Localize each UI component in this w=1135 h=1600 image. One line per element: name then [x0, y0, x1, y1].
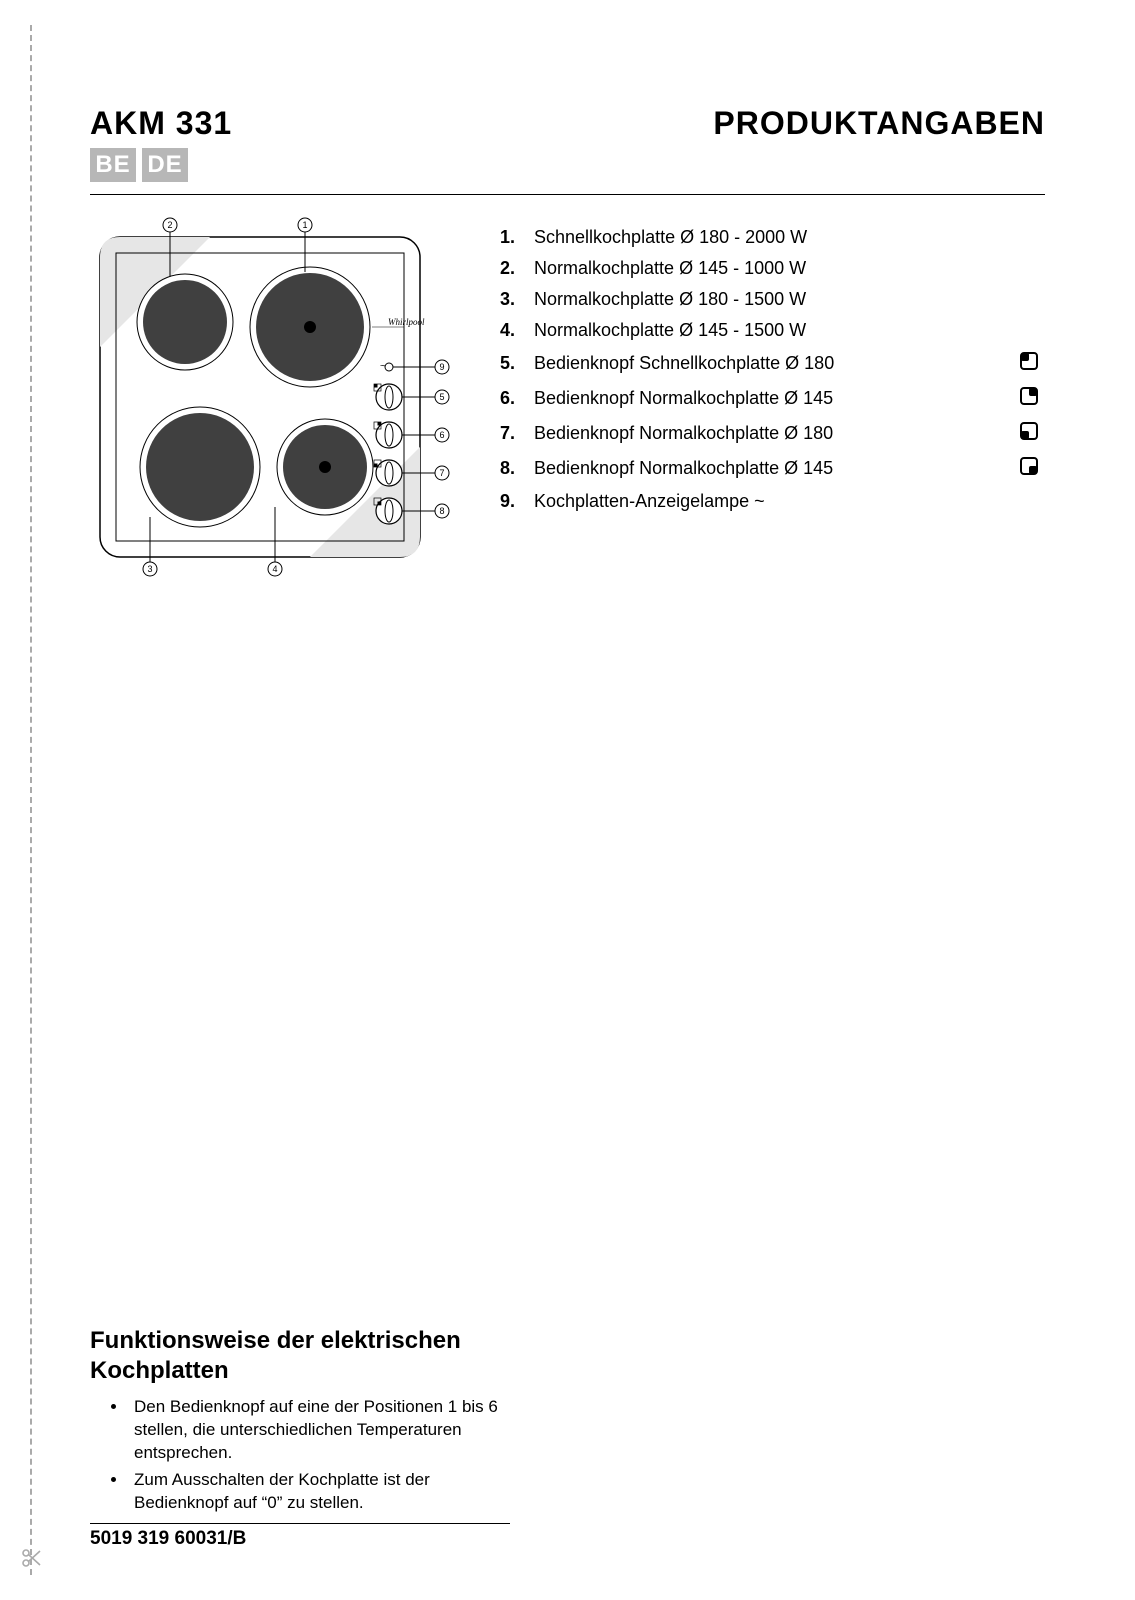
svg-text:5: 5 — [439, 392, 444, 402]
diagram-column: Whirlpool ~ — [90, 217, 460, 577]
bottom-section: Funktionsweise der elektrischen Kochplat… — [90, 1326, 510, 1550]
svg-text:3: 3 — [147, 564, 152, 574]
svg-text:6: 6 — [439, 430, 444, 440]
legend-row: 8. Bedienknopf Normalkochplatte Ø 145 — [500, 456, 1045, 481]
legend-row: 7. Bedienknopf Normalkochplatte Ø 180 — [500, 421, 1045, 446]
page-title: PRODUKTANGABEN — [713, 105, 1045, 142]
legend-text: Bedienknopf Schnellkochplatte Ø 180 — [534, 353, 1009, 374]
pos-icon-bl — [1019, 421, 1045, 446]
bullet-item: Den Bedienknopf auf eine der Positionen … — [128, 1396, 510, 1465]
legend-row: 5. Bedienknopf Schnellkochplatte Ø 180 — [500, 351, 1045, 376]
legend-text: Bedienknopf Normalkochplatte Ø 180 — [534, 423, 1009, 444]
legend-num: 4. — [500, 320, 534, 341]
page-body: AKM 331 BE DE PRODUKTANGABEN — [90, 105, 1045, 1550]
badge-be: BE — [90, 148, 136, 182]
function-heading: Funktionsweise der elektrischen Kochplat… — [90, 1326, 510, 1386]
function-bullets: Den Bedienknopf auf eine der Positionen … — [90, 1396, 510, 1515]
scissors-icon — [19, 1546, 43, 1570]
legend-text: Normalkochplatte Ø 145 - 1000 W — [534, 258, 1045, 279]
footer-code: 5019 319 60031/B — [90, 1528, 510, 1550]
legend-row: 4. Normalkochplatte Ø 145 - 1500 W — [500, 320, 1045, 341]
legend-row: 3. Normalkochplatte Ø 180 - 1500 W — [500, 289, 1045, 310]
legend-text: Bedienknopf Normalkochplatte Ø 145 — [534, 388, 1009, 409]
header-rule — [90, 194, 1045, 195]
svg-text:1: 1 — [302, 220, 307, 230]
pos-icon-br — [1019, 456, 1045, 481]
pos-icon-tl — [1019, 351, 1045, 376]
svg-text:4: 4 — [272, 564, 277, 574]
legend-num: 7. — [500, 423, 534, 444]
model-block: AKM 331 BE DE — [90, 105, 232, 182]
language-badges: BE DE — [90, 148, 232, 182]
legend-num: 6. — [500, 388, 534, 409]
legend-text: Normalkochplatte Ø 180 - 1500 W — [534, 289, 1045, 310]
legend-num: 3. — [500, 289, 534, 310]
legend-num: 5. — [500, 353, 534, 374]
legend-text: Normalkochplatte Ø 145 - 1500 W — [534, 320, 1045, 341]
legend-num: 8. — [500, 458, 534, 479]
legend-text: Bedienknopf Normalkochplatte Ø 145 — [534, 458, 1009, 479]
footer-rule — [90, 1523, 510, 1524]
legend-text: Schnellkochplatte Ø 180 - 2000 W — [534, 227, 1045, 248]
legend-row: 6. Bedienknopf Normalkochplatte Ø 145 — [500, 386, 1045, 411]
page-header: AKM 331 BE DE PRODUKTANGABEN — [90, 105, 1045, 182]
svg-text:9: 9 — [439, 362, 444, 372]
content-row: Whirlpool ~ — [90, 217, 1045, 577]
svg-text:~: ~ — [380, 361, 386, 372]
pos-icon-tr — [1019, 386, 1045, 411]
bullet-item: Zum Ausschalten der Kochplatte ist der B… — [128, 1469, 510, 1515]
legend-row: 1. Schnellkochplatte Ø 180 - 2000 W — [500, 227, 1045, 248]
svg-text:2: 2 — [167, 220, 172, 230]
legend-num: 1. — [500, 227, 534, 248]
legend-row: 2. Normalkochplatte Ø 145 - 1000 W — [500, 258, 1045, 279]
legend-num: 9. — [500, 491, 534, 512]
svg-text:8: 8 — [439, 506, 444, 516]
svg-text:Whirlpool: Whirlpool — [388, 317, 425, 327]
legend-num: 2. — [500, 258, 534, 279]
cut-line — [30, 25, 32, 1575]
svg-text:7: 7 — [439, 468, 444, 478]
hob-diagram: Whirlpool ~ — [90, 217, 460, 577]
legend-text: Kochplatten-Anzeigelampe ~ — [534, 491, 1045, 512]
legend-row: 9. Kochplatten-Anzeigelampe ~ — [500, 491, 1045, 512]
badge-de: DE — [142, 148, 188, 182]
model-number: AKM 331 — [90, 105, 232, 142]
legend-list: 1. Schnellkochplatte Ø 180 - 2000 W 2. N… — [500, 217, 1045, 577]
